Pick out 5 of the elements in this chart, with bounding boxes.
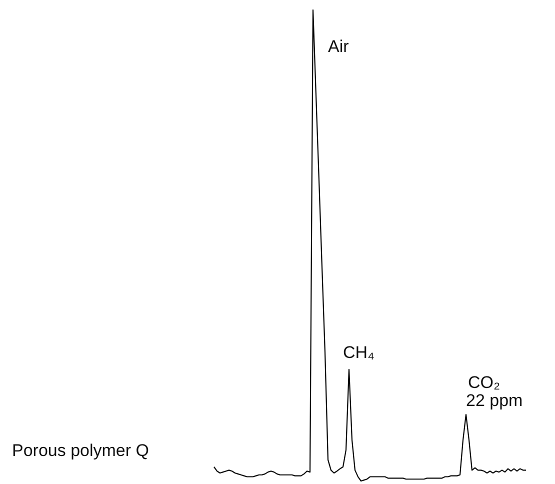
annotation: 22 ppm (466, 391, 523, 410)
annotation: CO₂ (468, 373, 500, 392)
annotation: Air (328, 37, 350, 56)
text: Porous polymer Q (12, 441, 149, 460)
annotation: CH₄ (343, 343, 375, 362)
